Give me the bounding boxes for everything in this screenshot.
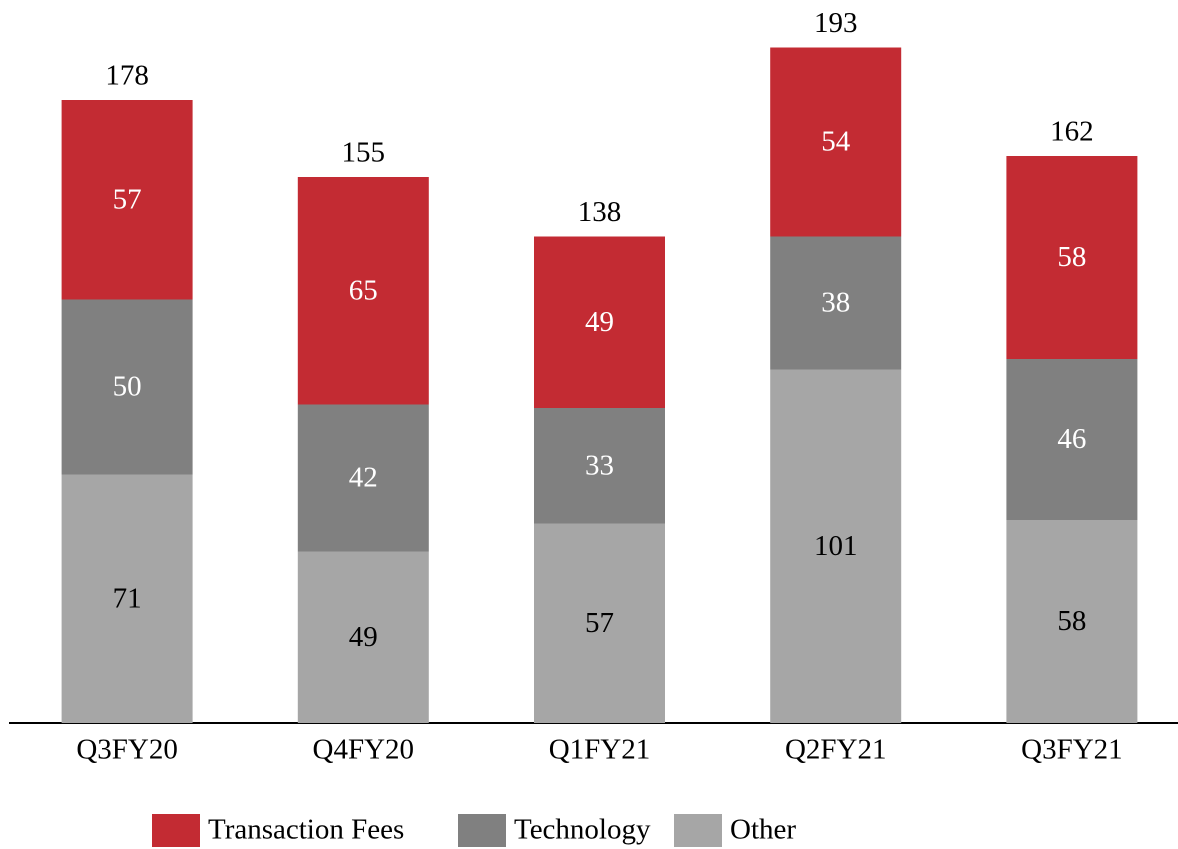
data-label: 54 — [821, 126, 851, 158]
x-tick-label: Q3FY21 — [1021, 734, 1123, 766]
bar-segment — [770, 236, 902, 370]
x-tick-label: Q2FY21 — [785, 734, 887, 766]
data-label: 33 — [585, 449, 614, 481]
total-label: 138 — [578, 196, 622, 228]
legend-label: Transaction Fees — [208, 814, 404, 846]
x-tick-label: Q4FY20 — [313, 734, 415, 766]
legend-label: Other — [730, 814, 796, 846]
data-label: 49 — [585, 306, 614, 338]
data-label: 49 — [349, 621, 378, 653]
legend-swatch — [674, 814, 722, 847]
legend-label: Technology — [514, 814, 651, 846]
total-label: 155 — [342, 137, 386, 169]
bar-segment — [534, 523, 665, 723]
total-label: 162 — [1050, 116, 1094, 148]
bar-segment — [297, 404, 429, 552]
data-label: 58 — [1057, 241, 1086, 273]
data-label: 71 — [113, 582, 142, 614]
bar-segment — [770, 47, 902, 237]
bar-segment — [1006, 520, 1138, 723]
data-label: 42 — [349, 462, 378, 494]
total-label: 178 — [105, 60, 149, 92]
bar-segment — [1006, 156, 1138, 359]
x-tick-label: Q1FY21 — [549, 734, 651, 766]
bar-segment — [297, 551, 429, 723]
data-label: 57 — [585, 607, 614, 639]
x-tick-label: Q3FY20 — [76, 734, 178, 766]
total-label: 193 — [814, 7, 858, 39]
data-label: 65 — [349, 274, 378, 306]
data-label: 101 — [814, 530, 858, 562]
bar-segment — [61, 100, 193, 300]
bar-segment — [297, 177, 429, 405]
data-label: 57 — [113, 183, 142, 215]
data-label: 38 — [821, 287, 850, 319]
data-label: 58 — [1057, 605, 1086, 637]
bar-segment — [1006, 359, 1138, 520]
data-label: 46 — [1057, 423, 1086, 455]
data-label: 50 — [113, 371, 142, 403]
bar-segment — [534, 408, 665, 524]
legend-swatch — [458, 814, 506, 847]
legend-swatch — [152, 814, 200, 847]
bar-segment — [534, 236, 665, 408]
bar-segment — [770, 369, 902, 723]
bar-segment — [61, 299, 193, 475]
bar-segment — [61, 474, 193, 723]
